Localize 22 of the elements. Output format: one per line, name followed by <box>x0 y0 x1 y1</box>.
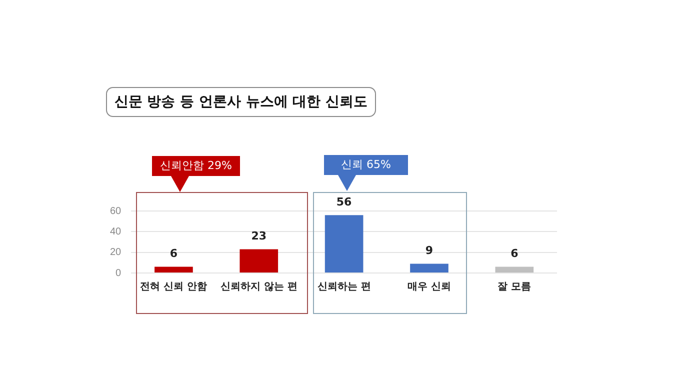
bar <box>324 215 364 272</box>
data-label: 6 <box>510 247 519 260</box>
y-tick-label: 60 <box>110 206 122 217</box>
bar <box>240 249 278 272</box>
data-label: 56 <box>336 195 352 208</box>
y-tick-label: 40 <box>110 226 122 238</box>
x-tick-label: 매우 신뢰 <box>407 282 451 293</box>
y-tick-label: 20 <box>110 247 122 258</box>
data-label: 6 <box>170 247 178 260</box>
chart-title: 신문 방송 등 언론사 뉴스에 대한 신뢰도 <box>106 87 376 117</box>
x-tick-label: 전혀 신뢰 안함 <box>140 282 208 293</box>
bar <box>410 264 448 272</box>
text: 신뢰안함 29% <box>152 156 240 176</box>
bar <box>154 266 193 272</box>
data-label: 9 <box>425 244 434 258</box>
x-tick-label: 신뢰하지 않는 편 <box>220 282 298 293</box>
y-tick-label: 0 <box>116 268 122 279</box>
data-label: 23 <box>251 230 267 243</box>
bar <box>495 266 534 272</box>
text: 신뢰 65% <box>324 155 408 175</box>
x-tick-label: 잘 모름 <box>498 282 532 293</box>
x-tick-label: 신뢰하는 편 <box>317 282 371 293</box>
